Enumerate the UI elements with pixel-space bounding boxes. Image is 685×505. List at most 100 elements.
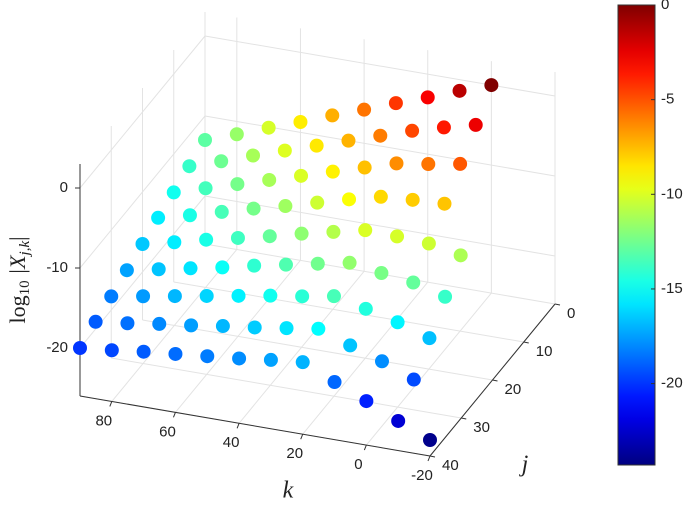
point bbox=[420, 90, 435, 105]
tick-mark bbox=[300, 433, 304, 440]
point bbox=[199, 232, 214, 247]
point bbox=[278, 199, 293, 214]
colorbar-tick-label: -15 bbox=[661, 280, 683, 297]
point bbox=[405, 123, 420, 138]
point bbox=[357, 160, 372, 175]
point bbox=[390, 315, 405, 330]
point bbox=[104, 289, 119, 304]
point bbox=[151, 262, 166, 277]
point bbox=[310, 195, 325, 210]
point bbox=[343, 338, 358, 353]
grid-line bbox=[173, 281, 524, 343]
tick-mark bbox=[172, 412, 176, 418]
point bbox=[214, 204, 229, 219]
grid-line bbox=[79, 35, 206, 189]
point bbox=[436, 120, 451, 135]
grid-line bbox=[142, 319, 493, 381]
point bbox=[358, 223, 373, 238]
y-tick-label: 0 bbox=[567, 305, 575, 322]
point bbox=[230, 230, 245, 245]
point bbox=[373, 128, 388, 143]
x-tick-label: -20 bbox=[411, 467, 433, 484]
point bbox=[214, 154, 229, 169]
point bbox=[263, 288, 278, 303]
point bbox=[120, 316, 135, 331]
point bbox=[277, 143, 292, 158]
z-label-part: j,k bbox=[17, 241, 33, 258]
tick-mark bbox=[554, 303, 561, 306]
point bbox=[230, 177, 245, 192]
z-label-part: | bbox=[5, 236, 30, 240]
point bbox=[309, 138, 324, 153]
colorbar-tick-label: -20 bbox=[661, 375, 683, 392]
point bbox=[293, 114, 308, 129]
point bbox=[326, 224, 341, 239]
point bbox=[423, 433, 437, 447]
point bbox=[342, 255, 357, 270]
point bbox=[374, 266, 389, 281]
colorbar-tick-label: -5 bbox=[661, 91, 674, 108]
point bbox=[262, 229, 277, 244]
point bbox=[279, 321, 294, 336]
point bbox=[136, 344, 151, 359]
z-label-part: 10 bbox=[17, 280, 33, 295]
point bbox=[325, 108, 340, 123]
point bbox=[136, 289, 151, 304]
point bbox=[198, 181, 213, 196]
point bbox=[232, 351, 247, 366]
point bbox=[341, 133, 356, 148]
x-tick-label: 80 bbox=[95, 412, 112, 429]
point bbox=[182, 159, 197, 174]
point bbox=[388, 96, 403, 111]
point bbox=[167, 289, 182, 304]
tick-mark bbox=[427, 455, 431, 462]
point bbox=[453, 248, 468, 263]
grid-line bbox=[79, 115, 206, 269]
point bbox=[135, 237, 150, 251]
point bbox=[342, 192, 357, 207]
point bbox=[200, 349, 215, 364]
point bbox=[263, 352, 278, 367]
z-label-part: log bbox=[5, 295, 30, 323]
point bbox=[389, 156, 404, 171]
tick-mark bbox=[109, 401, 113, 407]
point bbox=[326, 289, 341, 304]
point bbox=[88, 314, 103, 329]
point bbox=[359, 394, 374, 409]
point bbox=[229, 127, 244, 142]
point bbox=[325, 164, 340, 179]
x-tick-label: 40 bbox=[223, 434, 240, 451]
y-tick-label: 20 bbox=[505, 381, 522, 398]
point bbox=[311, 321, 326, 336]
point bbox=[247, 258, 262, 273]
z-label-part: |X bbox=[5, 254, 30, 281]
point bbox=[327, 375, 342, 390]
point bbox=[406, 275, 421, 290]
point bbox=[422, 331, 437, 346]
point bbox=[261, 120, 276, 135]
point bbox=[295, 355, 310, 370]
z-tick-label: -20 bbox=[46, 339, 68, 356]
point bbox=[183, 261, 198, 276]
colorbar-tick-label: 0 bbox=[661, 0, 669, 13]
point bbox=[231, 288, 246, 303]
point bbox=[406, 372, 421, 387]
tick-mark bbox=[523, 341, 529, 344]
z-tick-label: -10 bbox=[46, 259, 68, 276]
point bbox=[421, 236, 436, 251]
point bbox=[167, 235, 182, 250]
point bbox=[151, 210, 166, 225]
y-tick-label: 30 bbox=[473, 419, 490, 436]
point bbox=[421, 157, 436, 172]
x-tick-label: 0 bbox=[354, 456, 362, 473]
tick-mark bbox=[363, 444, 367, 451]
x-axis-label: k bbox=[283, 478, 294, 504]
x-tick-label: 60 bbox=[159, 423, 176, 440]
point bbox=[405, 192, 420, 207]
point bbox=[184, 318, 199, 333]
z-tick-label: 0 bbox=[60, 179, 68, 196]
point bbox=[374, 354, 389, 369]
point bbox=[246, 148, 261, 163]
grid-line bbox=[204, 35, 556, 97]
